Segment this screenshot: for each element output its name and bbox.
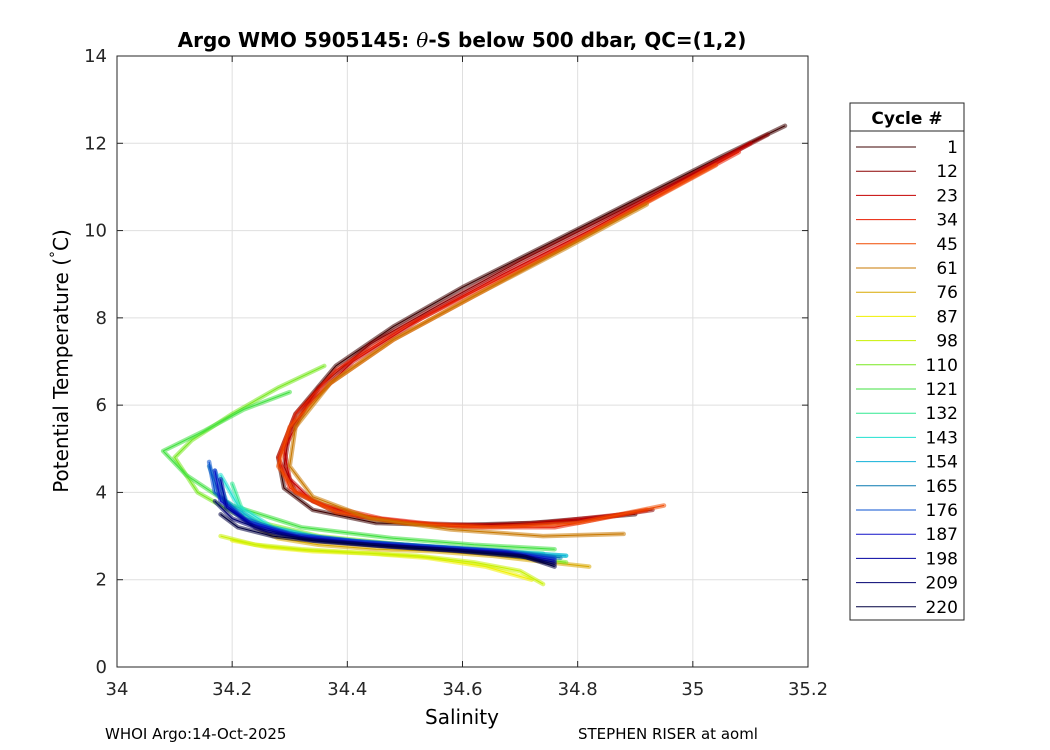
y-tick-label: 4: [96, 482, 107, 503]
legend-entries: 1 12 23 34 45 61 76 87 98 110 121 132 143 154 165 176 18…: [856, 138, 958, 618]
y-axis-label-end: C): [49, 229, 73, 251]
series-line: [220, 535, 544, 585]
legend-label: 154: [926, 453, 958, 473]
y-tick-label: 8: [96, 308, 107, 329]
footer-source: WHOI Argo:14-Oct-2025: [105, 725, 287, 743]
x-tick-label: 34.6: [442, 679, 482, 700]
y-axis-label: Potential Temperature (°C): [48, 229, 73, 493]
x-tick-label: 34.2: [212, 679, 252, 700]
y-tick-label: 14: [84, 46, 107, 67]
legend-label: 110: [926, 356, 958, 376]
y-tick-label: 0: [96, 657, 107, 678]
legend-label: 12: [936, 162, 958, 182]
legend-label: 132: [926, 404, 958, 424]
legend-label: 34: [936, 211, 958, 231]
x-tick-label: 35.2: [788, 679, 828, 700]
x-tick-label: 34.8: [558, 679, 598, 700]
title-prefix: Argo WMO 5905145:: [178, 28, 417, 52]
legend-label: 23: [936, 186, 958, 206]
y-tick-label: 6: [96, 395, 107, 416]
series-line: [162, 391, 555, 550]
title-suffix: -S below 500 dbar, QC=(1,2): [428, 28, 746, 52]
legend-label: 165: [926, 477, 958, 497]
legend-label: 143: [926, 428, 958, 448]
legend-label: 76: [936, 283, 958, 303]
title-theta: θ: [416, 28, 428, 52]
series-group: [160, 123, 788, 587]
y-tick-label: 12: [84, 133, 107, 154]
legend-label: 61: [936, 259, 958, 279]
legend-label: 187: [926, 525, 958, 545]
legend-label: 121: [926, 380, 958, 400]
legend-label: 198: [926, 549, 958, 569]
legend-label: 98: [936, 332, 958, 352]
y-axis-label-main: Potential Temperature (: [49, 258, 73, 493]
chart-title: Argo WMO 5905145: θ-S below 500 dbar, QC…: [178, 28, 747, 52]
x-tick-label: 35: [681, 679, 704, 700]
x-axis-label: Salinity: [425, 705, 499, 729]
x-tick-label: 34: [106, 679, 129, 700]
legend-label: 45: [936, 235, 958, 255]
legend-label: 87: [936, 307, 958, 327]
y-axis-label-degree: °: [48, 251, 64, 258]
legend-label: 176: [926, 501, 958, 521]
legend: Cycle # 1 12 23 34 45 61 76 87 98 110 121 132 143 154…: [849, 102, 965, 621]
y-tick-label: 10: [84, 221, 107, 242]
y-tick-label: 2: [96, 570, 107, 591]
series-line: [289, 203, 648, 537]
x-tick-label: 34.4: [327, 679, 367, 700]
legend-label: 1: [947, 138, 958, 158]
legend-label: 209: [926, 574, 958, 594]
series-line: [220, 513, 555, 568]
legend-label: 220: [926, 598, 958, 618]
footer-credit: STEPHEN RISER at aoml: [578, 725, 758, 743]
ticks: 34 34.2 34.4 34.6 34.8 35 35.2 0 2 4 6 8 10 12 14: [84, 46, 828, 700]
legend-title: Cycle #: [871, 109, 942, 129]
